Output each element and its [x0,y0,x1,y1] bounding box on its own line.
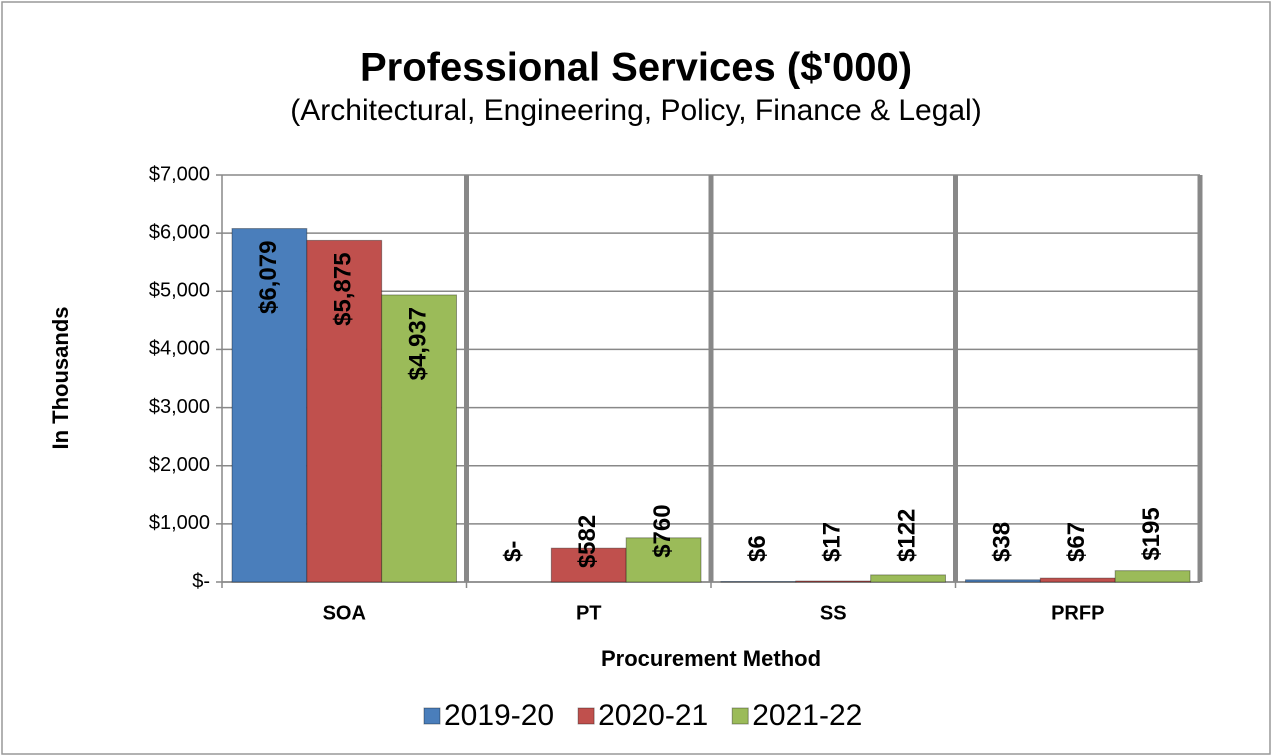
x-axis-title: Procurement Method [601,646,821,671]
y-tick-label: $5,000 [149,280,210,302]
data-label: $38 [988,522,1015,562]
data-label: $5,875 [330,252,357,325]
legend-swatch [423,707,441,725]
y-tick-label: $6,000 [149,221,210,243]
bar [870,574,947,583]
bar [381,294,457,583]
bar [231,228,308,583]
bar [625,537,702,583]
data-label: $195 [1138,507,1165,560]
chart-subtitle: (Architectural, Engineering, Policy, Fin… [290,94,981,127]
y-tick-label: $1,000 [149,512,210,534]
y-tick-label: $3,000 [149,396,210,418]
bar [550,547,627,583]
y-tick-label: $- [192,570,210,592]
data-label: $760 [649,504,676,557]
y-tick-label: $4,000 [149,338,210,360]
data-label: $17 [819,522,846,562]
data-label: $582 [574,515,601,568]
bar [965,579,1041,583]
bar [1039,577,1116,583]
legend-swatch [731,707,749,725]
data-label: $- [499,541,526,562]
data-label: $122 [893,509,920,562]
data-label: $67 [1063,522,1090,562]
data-label: $6 [744,535,771,562]
bar [306,239,383,583]
chart-title: Professional Services ($'000) [360,46,912,90]
legend-label: 2019-20 [444,699,554,732]
x-tick-label: SOA [323,602,366,624]
y-tick-label: $2,000 [149,454,210,476]
data-label: $6,079 [255,241,282,314]
y-axis-title: In Thousands [48,307,73,450]
x-tick-label: PRFP [1051,602,1104,624]
x-tick-label: SS [820,602,847,624]
legend-swatch [577,707,595,725]
x-tick-label: PT [576,602,602,624]
bar [795,580,872,583]
y-tick-label: $7,000 [149,163,210,185]
data-label: $4,937 [404,307,431,380]
bar [1114,570,1191,583]
legend-label: 2021-22 [752,699,862,732]
legend-label: 2020-21 [598,699,708,732]
